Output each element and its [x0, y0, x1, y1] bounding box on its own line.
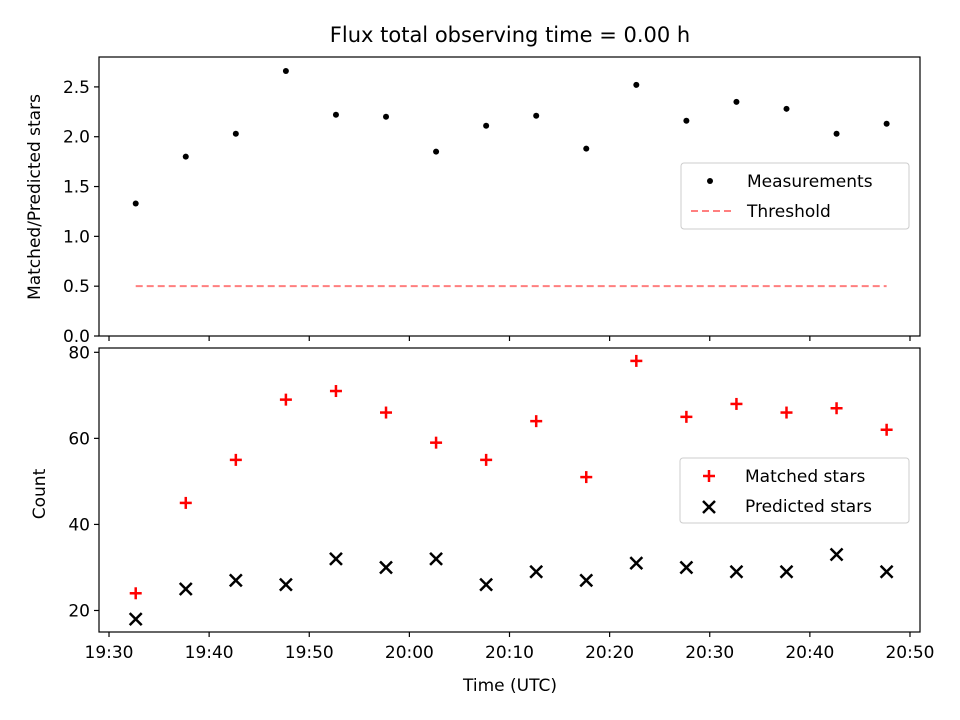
top-y-tick-label: 2.5	[63, 78, 90, 98]
predicted-star-point	[329, 551, 343, 566]
matched-star-point	[630, 354, 643, 367]
matched-star-point	[730, 397, 743, 410]
predicted-star-point	[479, 577, 494, 592]
bottom-legend: Matched stars Predicted stars	[679, 457, 910, 524]
measurement-point	[182, 153, 189, 160]
chart-title: Flux total observing time = 0.00 h	[330, 23, 690, 47]
predicted-star-point	[429, 551, 443, 566]
x-tick-label: 20:10	[485, 643, 534, 663]
predicted-star-point	[679, 560, 694, 575]
matched-star-point	[830, 402, 843, 415]
predicted-star-point	[128, 612, 143, 626]
x-tick-label: 20:00	[385, 643, 434, 663]
bottom-panel: 20 40 60 80 19:30 19:40 19:50 20:00 20:10 20:20 2…	[30, 343, 934, 696]
predicted-star-point	[379, 560, 393, 575]
measurement-point	[132, 200, 139, 207]
matched-star-point	[530, 415, 543, 428]
matched-star-point	[680, 410, 693, 423]
matched-star-point	[129, 587, 142, 600]
bottom-y-tick-label: 40	[68, 515, 90, 535]
measurement-point	[683, 117, 690, 124]
bottom-y-axis-label: Count	[30, 468, 50, 519]
predicted-star-point	[629, 556, 644, 571]
top-y-tick-label: 0.5	[63, 277, 90, 297]
legend-matched-label: Matched stars	[745, 467, 865, 487]
x-tick-label: 20:20	[585, 643, 634, 663]
x-tick-label: 20:50	[885, 643, 934, 663]
legend-matched-marker	[703, 470, 715, 482]
top-y-tick-label: 2.0	[63, 128, 90, 148]
predicted-star-point	[829, 547, 844, 562]
top-legend: Measurements Threshold	[680, 162, 910, 230]
predicted-star-point	[579, 573, 594, 588]
measurement-point	[783, 105, 790, 112]
predicted-star-point	[228, 573, 243, 588]
x-tick-label: 20:40	[785, 643, 834, 663]
bottom-y-tick-label: 60	[68, 429, 90, 449]
x-axis-label: Time (UTC)	[462, 676, 557, 696]
x-tick-label: 19:50	[285, 643, 334, 663]
predicted-star-point	[879, 564, 894, 579]
measurement-point	[833, 130, 840, 137]
matched-star-point	[480, 453, 493, 466]
bottom-y-tick-label: 80	[68, 343, 90, 363]
top-y-tick-label: 1.0	[63, 227, 90, 247]
x-tick-label: 19:40	[185, 643, 234, 663]
matched-star-point	[430, 436, 443, 449]
matched-star-point	[329, 385, 342, 398]
legend-predicted-label: Predicted stars	[745, 497, 872, 517]
matched-star-point	[380, 406, 393, 419]
x-tick-label: 19:30	[85, 643, 134, 663]
top-y-tick-label: 0.0	[63, 327, 90, 347]
measurement-point	[633, 81, 640, 88]
measurement-point	[583, 145, 590, 152]
matched-star-point	[780, 406, 793, 419]
top-y-tick-label: 1.5	[63, 178, 90, 198]
top-panel: 0.0 0.5 1.0 1.5 2.0 2.5 Matched/Predicted sta…	[25, 56, 921, 347]
measurement-point	[483, 122, 490, 129]
matched-star-point	[880, 423, 893, 436]
legend-predicted-marker	[702, 500, 716, 514]
measurement-point	[383, 113, 390, 120]
measurement-point	[232, 130, 239, 137]
matched-star-point	[279, 393, 292, 406]
measurement-point	[433, 148, 440, 155]
matched-star-point	[580, 471, 593, 484]
x-tick-label: 20:30	[685, 643, 734, 663]
top-y-axis-label: Matched/Predicted stars	[25, 94, 45, 300]
predicted-star-point	[279, 577, 293, 592]
measurement-point	[733, 98, 740, 105]
legend-threshold-label: Threshold	[746, 202, 831, 222]
predicted-star-point	[178, 582, 193, 596]
predicted-star-point	[729, 564, 744, 579]
matched-star-point	[229, 453, 242, 466]
measurement-point	[533, 112, 540, 119]
predicted-star-point	[779, 564, 794, 579]
legend-measurements-marker	[707, 178, 713, 184]
predicted-star-point	[529, 564, 544, 579]
bottom-y-tick-label: 20	[68, 601, 90, 621]
measurement-point	[332, 111, 339, 118]
legend-measurements-label: Measurements	[747, 172, 873, 192]
matched-star-point	[179, 496, 192, 509]
measurement-point	[883, 120, 890, 127]
measurement-point	[282, 67, 289, 74]
